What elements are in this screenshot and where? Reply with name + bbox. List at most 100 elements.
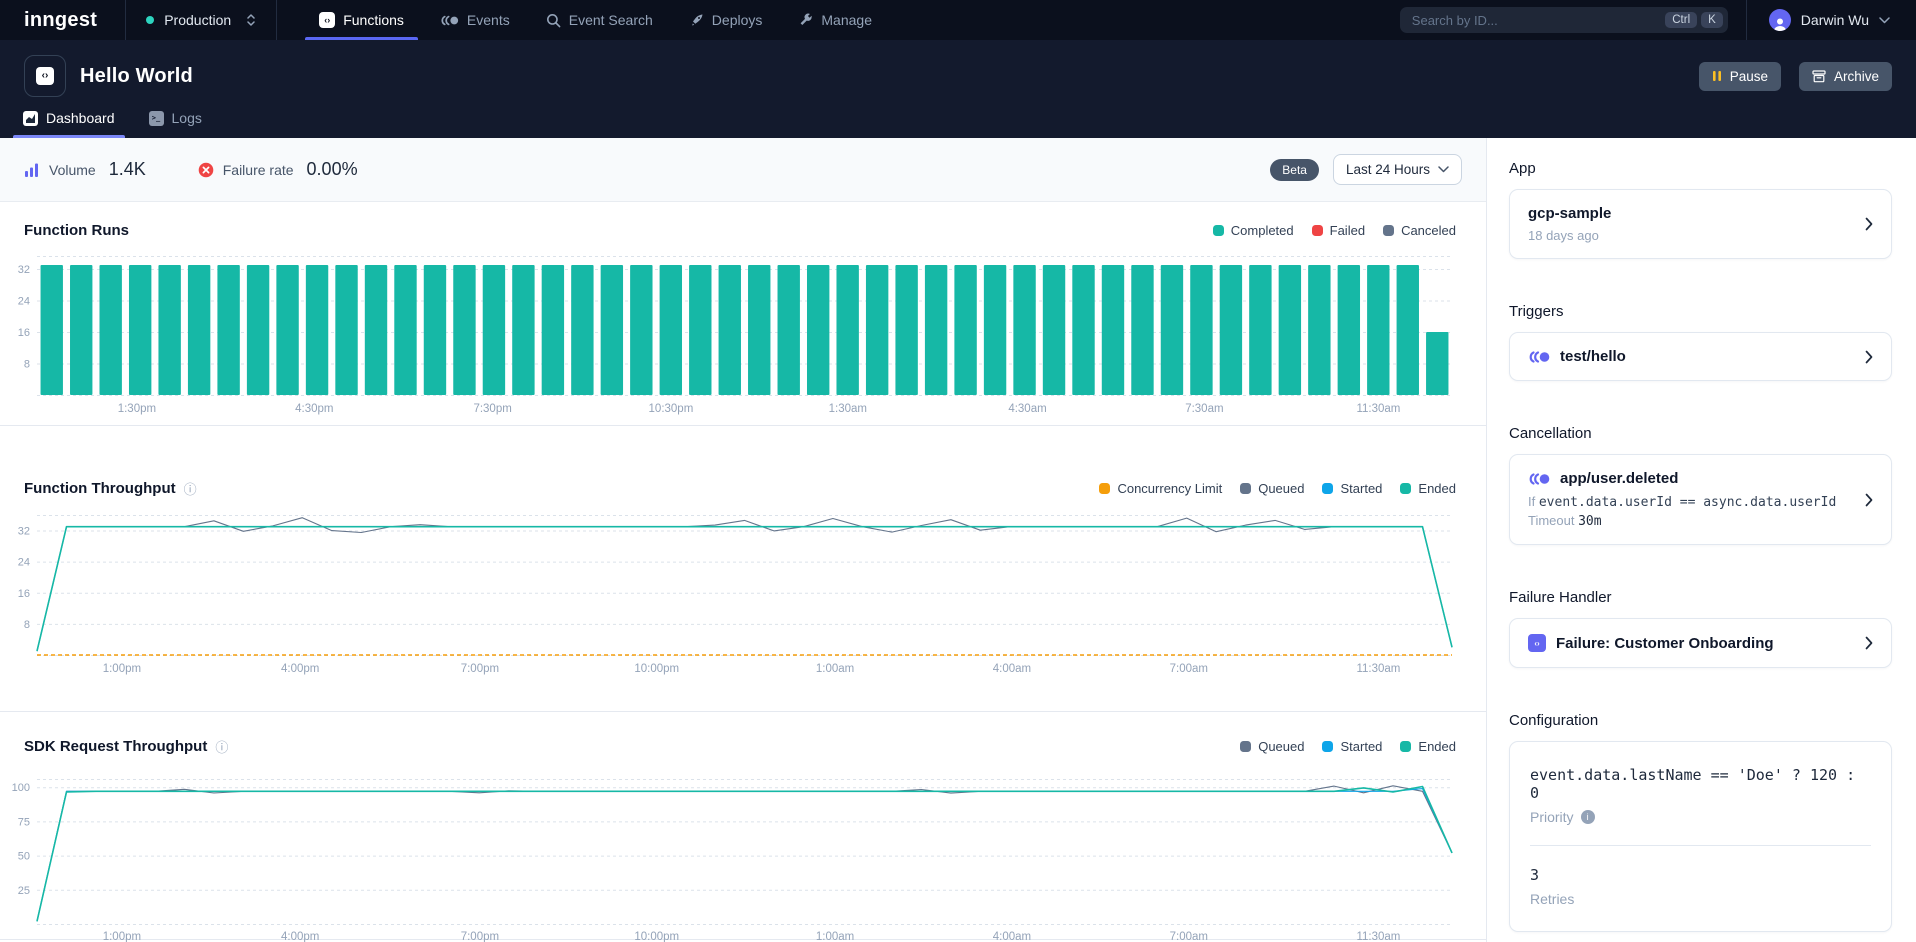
stat-value: 0.00% <box>306 159 358 179</box>
search-icon <box>546 13 561 27</box>
section-heading-triggers: Triggers <box>1509 303 1564 320</box>
pause-button[interactable]: Pause <box>1698 61 1781 91</box>
chevron-right-icon <box>1865 636 1873 650</box>
top-nav: inngest Production ‹› Functions Events E… <box>0 0 1916 40</box>
legend-label: Failed <box>1329 222 1366 238</box>
info-icon[interactable]: i <box>1580 810 1595 824</box>
timeout-value: 30m <box>1578 514 1602 529</box>
svg-text:16: 16 <box>18 327 30 339</box>
chevron-down-icon <box>1438 166 1449 173</box>
event-icon <box>1529 350 1550 363</box>
legend-canceled[interactable]: Canceled <box>1383 223 1456 238</box>
nav-tab-manage[interactable]: Manage <box>784 0 886 40</box>
trigger-event-name: test/hello <box>1560 348 1626 365</box>
svg-text:32: 32 <box>18 264 30 276</box>
nav-tab-label: Manage <box>821 12 872 28</box>
archive-label: Archive <box>1833 68 1879 84</box>
svg-text:1:00am: 1:00am <box>816 931 854 942</box>
svg-text:4:00am: 4:00am <box>993 663 1031 675</box>
pause-icon <box>1712 71 1721 81</box>
global-search: Ctrl K <box>1399 7 1728 33</box>
info-icon[interactable]: ⓘ <box>215 739 229 755</box>
stat-volume: Volume 1.4K <box>24 159 146 180</box>
inngest-logo[interactable]: inngest <box>24 8 98 31</box>
wrench-icon <box>800 13 813 25</box>
function-tabs: Dashboard >_ Logs <box>0 101 212 138</box>
svg-text:32: 32 <box>18 526 30 538</box>
search-input[interactable] <box>1411 12 1662 28</box>
cancellation-condition: If event.data.userId == async.data.userI… <box>1528 494 1853 510</box>
legend-dot <box>1099 482 1111 494</box>
svg-text:24: 24 <box>18 295 30 307</box>
nav-tab-label: Functions <box>343 12 404 28</box>
archive-button[interactable]: Archive <box>1798 61 1892 91</box>
environment-switcher[interactable]: Production <box>126 12 276 28</box>
svg-text:7:00am: 7:00am <box>1170 931 1208 942</box>
legend-label: Canceled <box>1401 222 1456 238</box>
timeout-label: Timeout <box>1528 513 1575 528</box>
updown-chevron-icon <box>247 14 255 26</box>
event-icon <box>441 15 459 25</box>
app-name: gcp-sample <box>1528 205 1612 222</box>
time-range-selector[interactable]: Last 24 Hours <box>1332 154 1462 185</box>
legend-label: Ended <box>1418 480 1456 496</box>
svg-text:8: 8 <box>24 619 30 631</box>
legend-started[interactable]: Started <box>1322 481 1382 496</box>
svg-text:50: 50 <box>18 851 30 863</box>
cancellation-card[interactable]: app/user.deleted If event.data.userId ==… <box>1509 454 1892 545</box>
legend-failed[interactable]: Failed <box>1311 222 1366 238</box>
error-circle-icon <box>198 162 214 177</box>
condition-prefix: If <box>1528 494 1536 509</box>
svg-text:7:30am: 7:30am <box>1185 403 1223 415</box>
nav-tab-deploys[interactable]: Deploys <box>675 0 777 40</box>
nav-tab-event-search[interactable]: Event Search <box>532 0 667 40</box>
user-name: Darwin Wu <box>1800 12 1869 28</box>
trigger-card[interactable]: test/hello <box>1509 332 1892 381</box>
app-card[interactable]: gcp-sample 18 days ago <box>1509 189 1892 259</box>
chevron-right-icon <box>1865 217 1873 231</box>
nav-tab-events[interactable]: Events <box>426 0 524 40</box>
legend-queued[interactable]: Queued <box>1240 739 1304 754</box>
legend-queued[interactable]: Queued <box>1240 481 1304 496</box>
divider <box>1530 845 1871 846</box>
svg-text:11:30am: 11:30am <box>1356 663 1400 675</box>
priority-label: Priority i <box>1530 809 1871 825</box>
nav-tab-functions[interactable]: ‹› Functions <box>305 0 418 40</box>
legend-started[interactable]: Started <box>1322 739 1382 754</box>
legend-ended[interactable]: Ended <box>1400 739 1456 754</box>
chevron-right-icon <box>1865 350 1873 363</box>
tab-logs[interactable]: >_ Logs <box>139 101 212 138</box>
legend-ended[interactable]: Ended <box>1400 481 1456 496</box>
retries-value: 3 <box>1530 866 1540 884</box>
stat-failure-rate: Failure rate 0.00% <box>198 159 358 180</box>
svg-text:1:30pm: 1:30pm <box>118 403 156 415</box>
info-icon[interactable]: ⓘ <box>183 481 197 497</box>
priority-expression: event.data.lastName == 'Doe' ? 120 : 0 <box>1530 766 1856 802</box>
sdk-request-throughput-section: SDK Request Throughput ⓘ Queued Started E… <box>0 712 1486 942</box>
svg-text:10:00pm: 10:00pm <box>634 931 679 942</box>
chart-title: Function Runs <box>24 221 129 239</box>
chart-legend: Concurrency Limit Queued Started Ended <box>1099 481 1456 496</box>
condition-expression: event.data.userId == async.data.userId <box>1538 495 1837 510</box>
archive-icon <box>1812 69 1826 82</box>
user-menu[interactable]: Darwin Wu <box>1745 0 1916 40</box>
stat-value: 1.4K <box>108 159 146 179</box>
legend-completed[interactable]: Completed <box>1212 223 1294 238</box>
function-icon: ‹› <box>319 12 336 28</box>
stat-label: Failure rate <box>222 161 294 178</box>
chart-legend: Queued Started Ended <box>1240 739 1456 754</box>
section-heading-failure-handler: Failure Handler <box>1509 589 1612 606</box>
bar-chart-icon <box>25 163 38 177</box>
legend-label: Queued <box>1258 480 1305 496</box>
failure-handler-card[interactable]: ‹› Failure: Customer Onboarding <box>1509 618 1892 668</box>
chevron-down-icon <box>1879 16 1890 23</box>
svg-text:100: 100 <box>12 782 30 794</box>
legend-dot <box>1240 482 1252 494</box>
svg-text:4:00pm: 4:00pm <box>281 931 319 942</box>
page-title: Hello World <box>80 64 193 87</box>
legend-concurrency-limit[interactable]: Concurrency Limit <box>1099 481 1222 496</box>
tab-dashboard[interactable]: Dashboard <box>13 101 125 138</box>
legend-dot <box>1322 740 1334 752</box>
tab-label: Dashboard <box>46 110 115 126</box>
legend-label: Ended <box>1418 738 1456 754</box>
